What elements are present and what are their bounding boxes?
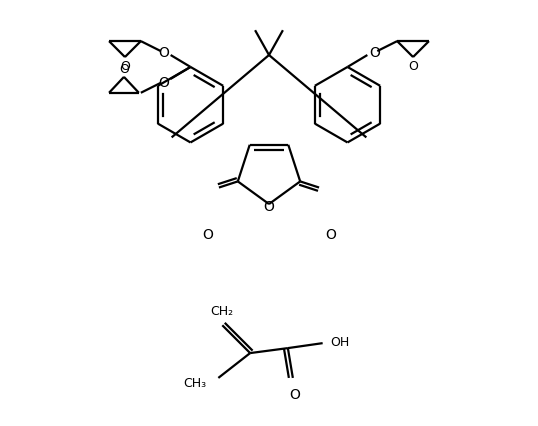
- Text: O: O: [325, 228, 336, 242]
- Text: O: O: [264, 199, 274, 213]
- Text: O: O: [120, 60, 130, 73]
- Text: O: O: [202, 228, 213, 242]
- Text: OH: OH: [330, 335, 350, 348]
- Text: O: O: [158, 46, 169, 60]
- Text: O: O: [369, 46, 380, 60]
- Text: O: O: [408, 60, 418, 73]
- Text: O: O: [158, 76, 169, 89]
- Text: CH₃: CH₃: [183, 377, 207, 389]
- Text: O: O: [289, 387, 300, 401]
- Text: O: O: [119, 63, 129, 76]
- Text: CH₂: CH₂: [211, 305, 234, 317]
